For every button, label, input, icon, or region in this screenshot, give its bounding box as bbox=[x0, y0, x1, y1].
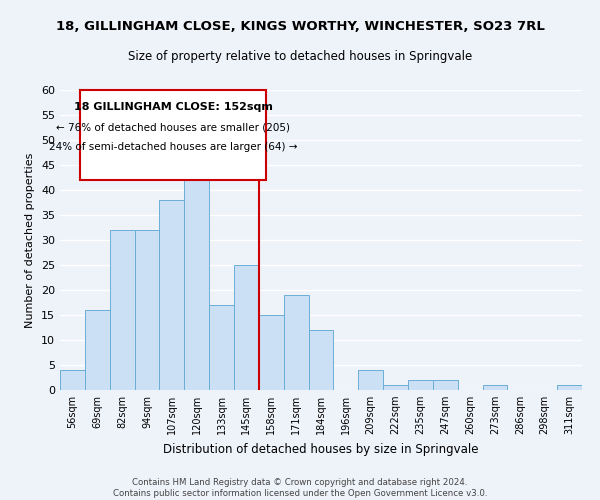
Text: Contains HM Land Registry data © Crown copyright and database right 2024.
Contai: Contains HM Land Registry data © Crown c… bbox=[113, 478, 487, 498]
Bar bbox=[60, 370, 85, 390]
Bar bbox=[557, 385, 582, 390]
Bar bbox=[358, 370, 383, 390]
Bar bbox=[259, 315, 284, 390]
Bar bbox=[160, 200, 184, 390]
Bar bbox=[234, 265, 259, 390]
Bar bbox=[209, 305, 234, 390]
X-axis label: Distribution of detached houses by size in Springvale: Distribution of detached houses by size … bbox=[163, 442, 479, 456]
Bar bbox=[308, 330, 334, 390]
Bar bbox=[383, 385, 408, 390]
Bar bbox=[433, 380, 458, 390]
Text: 18 GILLINGHAM CLOSE: 152sqm: 18 GILLINGHAM CLOSE: 152sqm bbox=[74, 102, 272, 113]
Bar bbox=[184, 145, 209, 390]
Bar bbox=[85, 310, 110, 390]
Y-axis label: Number of detached properties: Number of detached properties bbox=[25, 152, 35, 328]
Text: ← 76% of detached houses are smaller (205): ← 76% of detached houses are smaller (20… bbox=[56, 122, 290, 132]
Bar bbox=[284, 295, 308, 390]
Bar bbox=[482, 385, 508, 390]
Bar bbox=[408, 380, 433, 390]
FancyBboxPatch shape bbox=[80, 90, 266, 180]
Bar bbox=[110, 230, 134, 390]
Text: 24% of semi-detached houses are larger (64) →: 24% of semi-detached houses are larger (… bbox=[49, 142, 298, 152]
Bar bbox=[134, 230, 160, 390]
Text: Size of property relative to detached houses in Springvale: Size of property relative to detached ho… bbox=[128, 50, 472, 63]
Text: 18, GILLINGHAM CLOSE, KINGS WORTHY, WINCHESTER, SO23 7RL: 18, GILLINGHAM CLOSE, KINGS WORTHY, WINC… bbox=[56, 20, 544, 33]
